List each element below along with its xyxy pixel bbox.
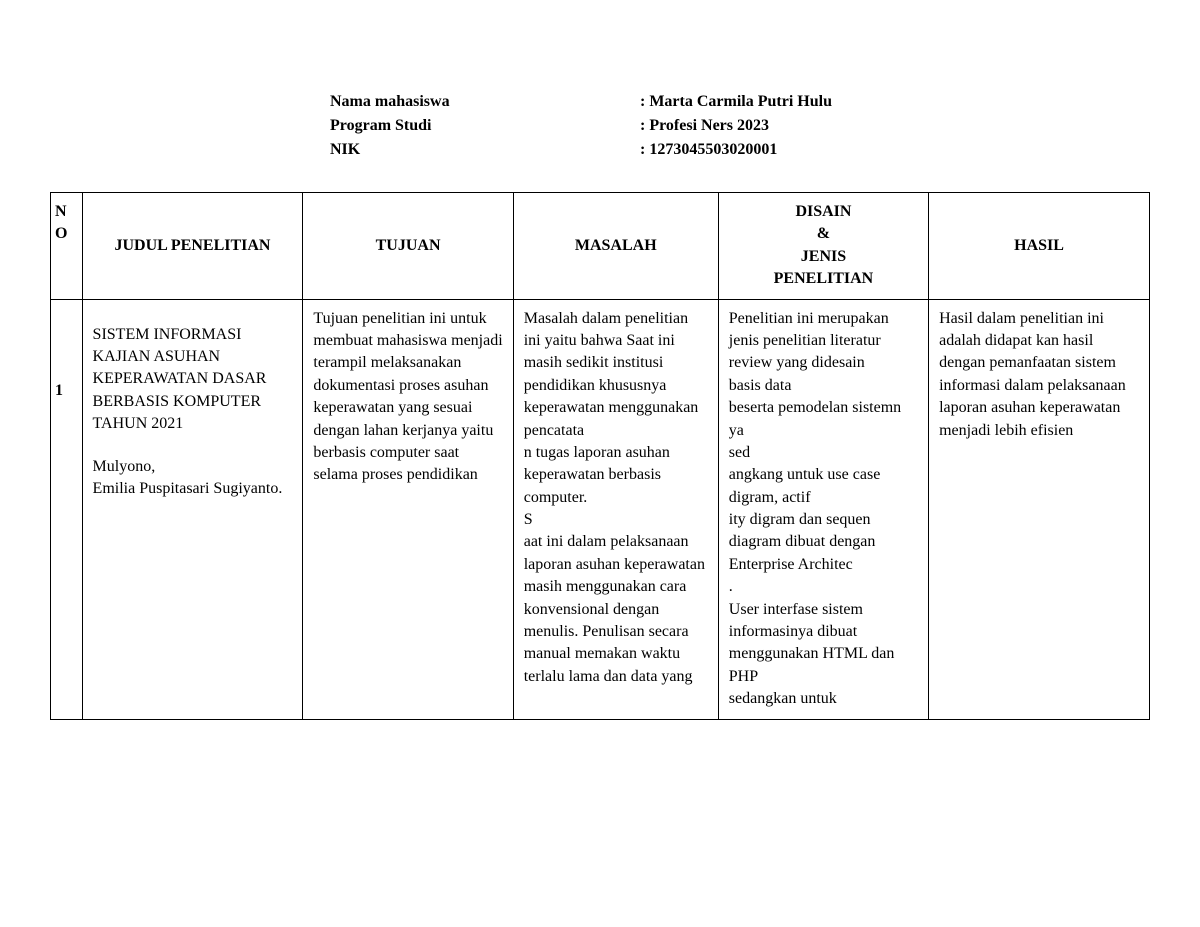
cell-judul: SISTEM INFORMASI KAJIAN ASUHAN KEPERAWAT… bbox=[82, 299, 303, 719]
row-number: 1 bbox=[55, 308, 78, 402]
header-label: NIK bbox=[330, 138, 640, 162]
cell-disain: Penelitian ini merupakan jenis penelitia… bbox=[718, 299, 928, 719]
disain-line4: PENELITIAN bbox=[774, 270, 874, 287]
header-value: : Profesi Ners 2023 bbox=[640, 114, 1150, 138]
table-header-row: N O JUDUL PENELITIAN TUJUAN MASALAH DISA… bbox=[51, 193, 1150, 300]
column-header-tujuan: TUJUAN bbox=[303, 193, 513, 300]
disain-line3: JENIS bbox=[801, 248, 846, 265]
column-header-hasil: HASIL bbox=[929, 193, 1150, 300]
research-table: N O JUDUL PENELITIAN TUJUAN MASALAH DISA… bbox=[50, 192, 1150, 720]
header-row-nik: NIK : 1273045503020001 bbox=[330, 138, 1150, 162]
header-value: : Marta Carmila Putri Hulu bbox=[640, 90, 1150, 114]
disain-line2: & bbox=[817, 225, 830, 242]
column-header-masalah: MASALAH bbox=[513, 193, 718, 300]
judul-authors: Mulyono,Emilia Puspitasari Sugiyanto. bbox=[93, 456, 293, 501]
column-header-judul: JUDUL PENELITIAN bbox=[82, 193, 303, 300]
cell-masalah: Masalah dalam penelitian ini yaitu bahwa… bbox=[513, 299, 718, 719]
cell-hasil: Hasil dalam penelitian ini adalah didapa… bbox=[929, 299, 1150, 719]
column-header-no: N O bbox=[51, 193, 83, 300]
judul-title: SISTEM INFORMASI KAJIAN ASUHAN KEPERAWAT… bbox=[93, 324, 293, 436]
cell-no: 1 bbox=[51, 299, 83, 719]
header-value: : 1273045503020001 bbox=[640, 138, 1150, 162]
col-no-line1: N bbox=[55, 203, 67, 220]
col-no-line2: O bbox=[55, 225, 67, 242]
header-row-prodi: Program Studi : Profesi Ners 2023 bbox=[330, 114, 1150, 138]
document-header: Nama mahasiswa : Marta Carmila Putri Hul… bbox=[330, 90, 1150, 162]
disain-line1: DISAIN bbox=[795, 203, 851, 220]
header-label: Nama mahasiswa bbox=[330, 90, 640, 114]
header-label: Program Studi bbox=[330, 114, 640, 138]
table-row: 1 SISTEM INFORMASI KAJIAN ASUHAN KEPERAW… bbox=[51, 299, 1150, 719]
cell-tujuan: Tujuan penelitian ini untuk membuat maha… bbox=[303, 299, 513, 719]
column-header-disain: DISAIN & JENIS PENELITIAN bbox=[718, 193, 928, 300]
header-row-nama: Nama mahasiswa : Marta Carmila Putri Hul… bbox=[330, 90, 1150, 114]
